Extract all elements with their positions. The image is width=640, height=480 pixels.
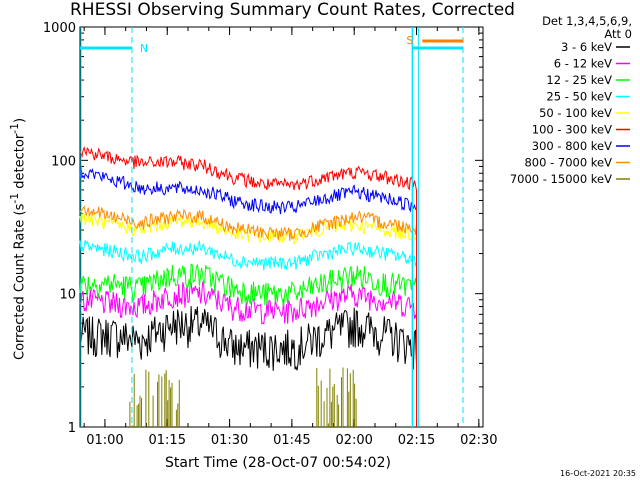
- x-tick-label: 01:30: [211, 433, 248, 448]
- series-line: [79, 281, 417, 325]
- legend-label: 300 - 800 keV: [532, 139, 612, 153]
- legend-label: 800 - 7000 keV: [524, 156, 612, 170]
- series-line: [79, 145, 417, 191]
- legend-header-2: Att 0: [604, 27, 632, 41]
- legend-label: 50 - 100 keV: [539, 106, 612, 120]
- n-marker-label: N: [140, 42, 148, 55]
- x-tick-label: 02:00: [335, 433, 372, 448]
- legend-label: 7000 - 15000 keV: [510, 172, 612, 186]
- legend-label: 100 - 300 keV: [532, 123, 612, 137]
- chart-title: RHESSI Observing Summary Count Rates, Co…: [70, 0, 515, 20]
- y-tick-label: 10: [59, 288, 76, 303]
- plot-frame: [79, 26, 484, 428]
- x-tick-label: 01:15: [149, 433, 186, 448]
- legend-label: 12 - 25 keV: [546, 73, 612, 87]
- series-line: [79, 239, 417, 271]
- legend-label: 25 - 50 keV: [546, 90, 612, 104]
- series-line: [79, 263, 417, 307]
- legend-label: 6 - 12 keV: [554, 57, 612, 71]
- x-tick-label: 01:45: [273, 433, 310, 448]
- series-line: [79, 165, 417, 215]
- series-line: [79, 210, 417, 245]
- y-tick-label: 1000: [43, 21, 76, 36]
- x-tick-label: 01:00: [86, 433, 123, 448]
- x-tick-label: 02:15: [398, 433, 435, 448]
- x-axis-label: Start Time (28-Oct-07 00:54:02): [165, 455, 391, 471]
- series-line-7000-15000kev: [129, 367, 357, 427]
- series-line: [79, 205, 417, 241]
- series-line: [79, 306, 417, 371]
- x-tick-label: 02:30: [460, 433, 497, 448]
- footer-date: 16-Oct-2021 20:35: [560, 469, 636, 478]
- legend-label: 3 - 6 keV: [561, 40, 612, 54]
- legend-header-1: Det 1,3,4,5,6,9,: [542, 14, 632, 28]
- y-tick-label: 100: [51, 154, 76, 169]
- s-marker-label: S: [406, 34, 413, 47]
- y-tick-label: 1: [68, 421, 76, 436]
